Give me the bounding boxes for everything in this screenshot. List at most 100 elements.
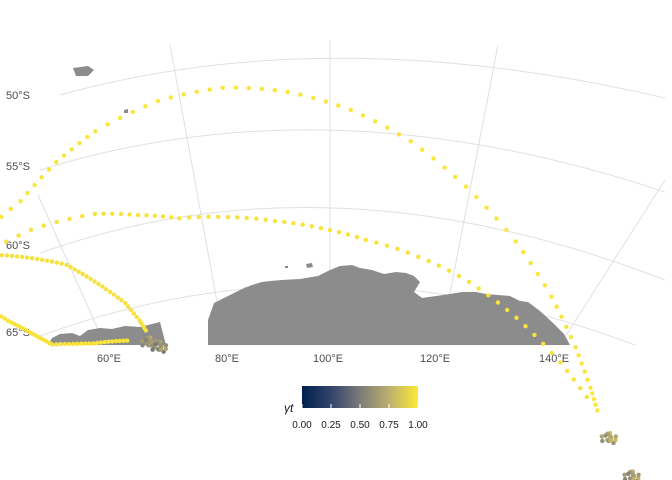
track-point [44, 258, 50, 263]
track-point [123, 300, 128, 306]
track-point [416, 254, 421, 259]
track-point [220, 85, 225, 91]
track-point [115, 295, 120, 300]
track-point [246, 85, 251, 91]
track-point [87, 341, 92, 346]
lat-line-50 [59, 57, 666, 99]
track-point [68, 264, 73, 270]
track-point [578, 386, 583, 391]
track-point [272, 218, 278, 224]
track-point [206, 214, 211, 219]
track-point [92, 279, 97, 284]
track-point [102, 339, 107, 345]
track-point [291, 221, 296, 226]
lon-line-80 [169, 44, 226, 346]
track-point [420, 147, 425, 152]
colorbar-tick-label: 1.00 [408, 420, 428, 431]
cluster-point [622, 472, 627, 477]
lon-label-60: 60°E [97, 353, 121, 365]
track-point [88, 276, 93, 282]
colorbar-tick-label: 0.50 [350, 420, 370, 431]
track-point [80, 271, 85, 277]
track-point [476, 286, 481, 291]
track-point [28, 227, 34, 232]
track-point [336, 230, 342, 235]
land-mass-main [208, 265, 570, 345]
track-point [405, 250, 411, 255]
track-point [134, 314, 139, 320]
track-point [590, 391, 595, 396]
track-point [373, 119, 378, 124]
cluster-point [608, 438, 613, 443]
lon-label-120: 120°E [420, 353, 450, 365]
track-point [106, 339, 111, 344]
track-point [131, 311, 136, 316]
cluster-point [600, 438, 605, 444]
track-point [39, 175, 44, 180]
cluster-point [149, 343, 155, 348]
track-point [118, 211, 124, 217]
lon-label-140: 140°E [539, 353, 569, 365]
track-point [573, 345, 578, 350]
track-point [446, 268, 452, 273]
track-point [360, 113, 366, 118]
track-point [93, 129, 98, 134]
track-point [216, 214, 221, 219]
track-point [345, 232, 351, 237]
track-point [9, 253, 15, 259]
track-point [244, 215, 249, 221]
track-point [541, 341, 546, 346]
track-point [318, 226, 324, 231]
cluster-point [158, 347, 163, 352]
track-point [588, 385, 593, 390]
track-point [186, 215, 192, 220]
track-point [521, 250, 526, 255]
track-point [579, 361, 584, 366]
track-point [207, 87, 212, 92]
track-point [549, 294, 554, 299]
track-point [564, 368, 570, 374]
track-point [75, 341, 80, 346]
track-point [54, 260, 59, 265]
track-point [568, 334, 574, 340]
colorbar-legend: γt 0.00 0.25 0.50 0.75 1.00 [284, 386, 428, 431]
cluster-point [140, 343, 145, 348]
colorbar-ticks: 0.00 0.25 0.50 0.75 1.00 [292, 404, 428, 431]
track-point [121, 338, 126, 343]
track-point [59, 261, 64, 266]
lat-line-60 [39, 207, 666, 281]
track-point [119, 298, 124, 303]
track-point [46, 167, 52, 172]
track-point [54, 342, 59, 347]
track-point [564, 324, 569, 329]
colorbar [302, 386, 418, 408]
track-point [152, 213, 157, 218]
track-point [61, 153, 67, 158]
colorbar-title: γt [284, 401, 294, 415]
track-point [14, 254, 20, 259]
track-point [571, 377, 576, 382]
track-point [456, 273, 462, 279]
track-point [484, 205, 489, 210]
track-point [84, 274, 89, 279]
track-point [105, 122, 110, 127]
cluster-point [143, 337, 148, 343]
track-point [49, 259, 55, 264]
track-point [177, 216, 182, 221]
track-point [576, 353, 581, 358]
track-point [3, 239, 9, 244]
track-point [128, 307, 134, 313]
track-point [111, 292, 117, 297]
track-point [542, 283, 547, 288]
cluster-point [150, 347, 155, 352]
track-point [76, 269, 81, 274]
track-point [16, 233, 21, 238]
cluster-point [158, 343, 163, 348]
track-point [85, 134, 90, 140]
track-point [0, 214, 4, 220]
island-west [73, 66, 94, 76]
graticule [37, 40, 666, 346]
track-point [395, 246, 400, 252]
island-small-3 [285, 266, 288, 268]
cluster-point [153, 342, 158, 347]
